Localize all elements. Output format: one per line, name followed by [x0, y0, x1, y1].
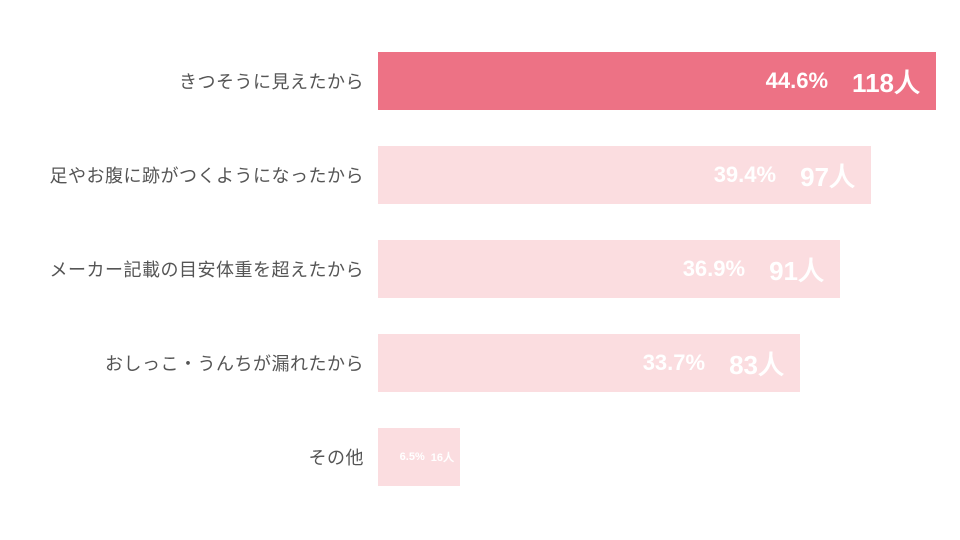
bar-cell: 6.5% 16人	[378, 428, 960, 486]
bar-percent: 6.5%	[400, 451, 425, 463]
bar-cell: 39.4% 97人	[378, 146, 960, 204]
chart-row: 足やお腹に跡がつくようになったから 39.4% 97人	[0, 146, 960, 204]
bar-secondary: 36.9% 91人	[378, 240, 840, 298]
bar-chart: きつそうに見えたから 44.6% 118人 足やお腹に跡がつくようになったから …	[0, 52, 960, 522]
row-label: メーカー記載の目安体重を超えたから	[0, 256, 378, 282]
bar-count: 91人	[769, 251, 824, 288]
chart-row: その他 6.5% 16人	[0, 428, 960, 486]
row-label: きつそうに見えたから	[0, 68, 378, 94]
bar-count: 83人	[729, 345, 784, 382]
chart-row: メーカー記載の目安体重を超えたから 36.9% 91人	[0, 240, 960, 298]
bar-primary: 44.6% 118人	[378, 52, 936, 110]
chart-row: おしっこ・うんちが漏れたから 33.7% 83人	[0, 334, 960, 392]
bar-secondary: 39.4% 97人	[378, 146, 871, 204]
bar-secondary: 33.7% 83人	[378, 334, 800, 392]
row-label: おしっこ・うんちが漏れたから	[0, 350, 378, 376]
bar-percent: 44.6%	[766, 68, 828, 94]
bar-percent: 36.9%	[683, 256, 745, 282]
row-label: 足やお腹に跡がつくようになったから	[0, 162, 378, 188]
bar-secondary: 6.5% 16人	[378, 428, 460, 486]
bar-cell: 36.9% 91人	[378, 240, 960, 298]
bar-count: 16人	[431, 449, 454, 465]
bar-percent: 33.7%	[643, 350, 705, 376]
bar-cell: 44.6% 118人	[378, 52, 960, 110]
bar-count: 97人	[800, 157, 855, 194]
bar-cell: 33.7% 83人	[378, 334, 960, 392]
bar-count: 118人	[852, 63, 920, 100]
row-label: その他	[0, 444, 378, 470]
chart-row: きつそうに見えたから 44.6% 118人	[0, 52, 960, 110]
bar-percent: 39.4%	[714, 162, 776, 188]
